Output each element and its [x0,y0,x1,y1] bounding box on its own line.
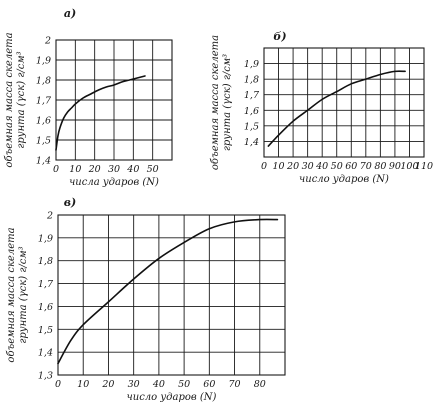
y-axis-label-line1: объемная масса скелета [6,227,17,362]
y-tick-label: 1,9 [244,59,259,70]
panel-label: а) [64,7,76,20]
y-tick-label: 1,3 [38,371,53,382]
x-tick-label: 10 [272,161,284,172]
x-tick-label: 70 [229,379,241,390]
x-tick-label: 0 [261,161,267,172]
y-tick-label: 1,4 [38,348,53,359]
plot-frame [263,47,425,158]
x-axis-label: число ударов (N) [127,392,217,403]
x-tick-label: 110 [415,161,433,172]
x-tick-label: 60 [345,161,357,172]
x-tick-label: 30 [302,161,314,172]
y-tick-label: 1,8 [244,75,259,86]
x-tick-label: 30 [128,379,140,390]
x-tick-label: 50 [178,379,190,390]
series-line [267,70,406,147]
y-tick-label: 1,7 [38,279,54,290]
y-tick-label: 1,5 [38,325,53,336]
y-tick-label: 1,7 [36,96,52,107]
series-line [57,218,279,365]
chart-panel-1: 0 10 20 30 40 50 1,4 1,5 1,6 1,7 1,8 1,9 2 числа удар… [4,7,173,188]
x-tick-label: 20 [88,164,101,175]
x-tick-label: 20 [101,379,114,390]
x-tick-label: 40 [126,164,139,175]
x-tick-label: 0 [55,379,61,390]
y-tick-label: 1,9 [38,233,53,244]
y-tick-label: 1,8 [38,256,53,267]
x-tick-label: 70 [360,161,372,172]
y-tick-label: 1,8 [36,76,51,87]
x-tick-label: 100 [400,161,418,172]
y-tick-label: 1,4 [36,156,51,167]
x-tick-label: 40 [152,379,165,390]
x-tick-label: 0 [53,164,59,175]
panel-label: б) [273,30,286,43]
y-tick-label: 2 [44,36,51,47]
y-axis-label-line1: объемная масса скелета [210,35,221,170]
y-tick-label: 1,6 [244,106,259,117]
x-tick-label: 40 [315,161,328,172]
x-tick-label: 50 [147,164,159,175]
y-tick-label: 1,6 [38,302,53,313]
x-tick-label: 60 [203,379,215,390]
y-tick-label: 2 [46,211,53,222]
x-tick-label: 10 [77,379,89,390]
x-tick-label: 20 [286,161,299,172]
x-tick-label: 30 [108,164,120,175]
panel-label: в) [64,196,76,209]
y-tick-label: 1,9 [36,56,51,67]
y-tick-label: 1,6 [36,116,51,127]
y-tick-label: 1,5 [244,121,259,132]
x-axis-label: число ударов (N) [299,174,389,185]
x-axis-label: числа ударов (N) [69,177,159,188]
x-tick-label: 10 [69,164,81,175]
x-tick-label: 80 [254,379,266,390]
y-axis-label-line2: грунта (γск) г/см³ [18,246,29,343]
x-tick-label: 50 [331,161,343,172]
y-tick-label: 1,5 [36,136,51,147]
chart-panel-3: 0 10 20 30 40 50 60 70 80 1,3 1,4 1,5 1,6 1,7 1,8 1,9 2 ч… [6,196,286,403]
x-tick-label: 80 [374,161,386,172]
x-tick-label: 90 [389,161,401,172]
y-axis-label-line2: грунта (γск) г/см³ [16,51,27,148]
y-tick-label: 1,4 [244,137,259,148]
plot-frame [55,39,173,161]
plot-frame [57,214,286,376]
y-tick-label: 1,7 [244,90,260,101]
series-line [55,75,146,151]
y-axis-label-line1: объемная масса скелета [4,32,15,167]
y-axis-label-line2: грунта (γск) г/см³ [222,54,233,151]
